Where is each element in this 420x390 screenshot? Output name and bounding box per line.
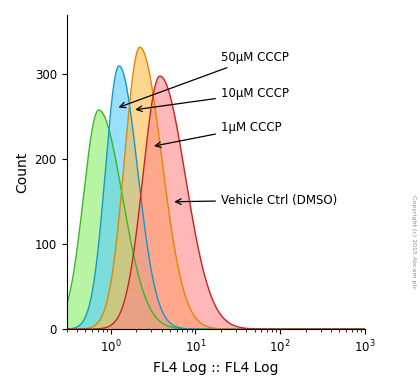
Text: 50µM CCCP: 50µM CCCP [120, 51, 289, 108]
Text: Copyright (c) 2015 Abcam plc: Copyright (c) 2015 Abcam plc [411, 195, 416, 289]
Text: 1µM CCCP: 1µM CCCP [155, 121, 281, 147]
Y-axis label: Count: Count [15, 151, 29, 193]
Text: 10µM CCCP: 10µM CCCP [136, 87, 289, 112]
Text: Vehicle Ctrl (DMSO): Vehicle Ctrl (DMSO) [176, 193, 337, 207]
X-axis label: FL4 Log :: FL4 Log: FL4 Log :: FL4 Log [153, 361, 278, 375]
